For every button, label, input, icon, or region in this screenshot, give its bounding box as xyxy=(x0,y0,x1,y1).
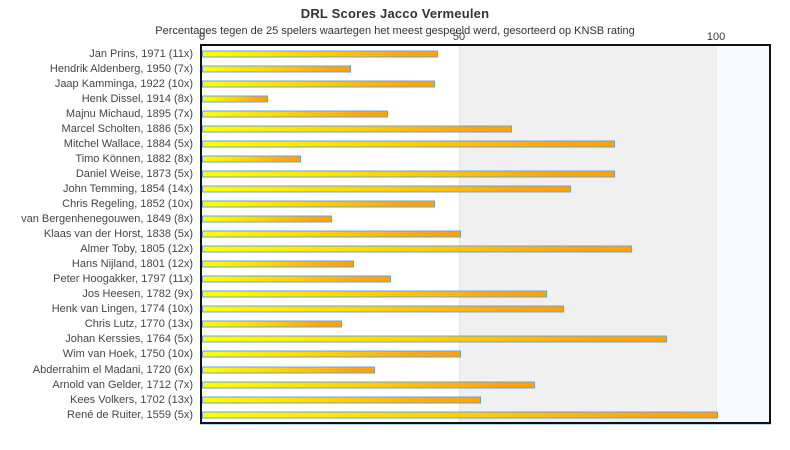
player-label: Majnu Michaud, 1895 (7x) xyxy=(65,107,193,120)
plot-area xyxy=(200,44,771,424)
score-bar xyxy=(202,335,667,343)
chart-row xyxy=(202,121,769,136)
player-label: Mitchel Wallace, 1884 (5x) xyxy=(63,137,193,150)
chart-row xyxy=(202,151,769,166)
chart-row xyxy=(202,106,769,121)
axis-tick-label: 0 xyxy=(198,31,206,43)
chart-subtitle: Percentages tegen de 25 spelers waartege… xyxy=(155,25,635,37)
player-label: Marcel Scholten, 1886 (5x) xyxy=(61,122,193,135)
score-bar xyxy=(202,245,633,253)
player-label: Wim van Hoek, 1750 (10x) xyxy=(62,348,193,361)
chart-row xyxy=(202,242,769,257)
chart-row xyxy=(202,181,769,196)
score-bar xyxy=(202,320,343,328)
score-bar xyxy=(202,170,616,178)
player-label: Henk van Lingen, 1774 (10x) xyxy=(51,303,193,316)
bar-rows xyxy=(202,46,769,422)
score-bar xyxy=(202,305,564,313)
x-axis: 0 50 100 xyxy=(198,31,769,44)
chart-row xyxy=(202,392,769,407)
player-label: Jos Heesen, 1782 (9x) xyxy=(82,288,193,301)
score-bar xyxy=(202,230,462,238)
player-label: Jaap Kamminga, 1922 (10x) xyxy=(54,77,193,90)
player-label: Abderrahim el Madani, 1720 (6x) xyxy=(32,363,193,376)
chart-row xyxy=(202,287,769,302)
score-bar xyxy=(202,290,547,298)
chart-row xyxy=(202,407,769,422)
player-label: Chris Lutz, 1770 (13x) xyxy=(84,318,193,331)
chart-title: DRL Scores Jacco Vermeulen xyxy=(300,6,490,21)
score-bar xyxy=(202,140,616,148)
score-bar xyxy=(202,95,269,103)
chart-row xyxy=(202,317,769,332)
chart-row xyxy=(202,362,769,377)
score-bar xyxy=(202,200,436,208)
score-bar xyxy=(202,155,301,163)
chart-row xyxy=(202,196,769,211)
chart-row xyxy=(202,212,769,227)
player-label: Klaas van der Horst, 1838 (5x) xyxy=(43,228,193,241)
chart-row xyxy=(202,332,769,347)
chart-row xyxy=(202,46,769,61)
chart-row xyxy=(202,302,769,317)
chart-row xyxy=(202,272,769,287)
score-bar xyxy=(202,396,481,404)
score-bar xyxy=(202,411,719,419)
player-label: Hans Nijland, 1801 (12x) xyxy=(71,258,193,271)
player-label: Kees Volkers, 1702 (13x) xyxy=(70,393,193,406)
axis-tick-label: 50 xyxy=(452,31,466,43)
score-bar xyxy=(202,185,572,193)
score-bar xyxy=(202,125,513,133)
player-label: Hendrik Aldenberg, 1950 (7x) xyxy=(49,62,193,75)
chart-row xyxy=(202,227,769,242)
player-label: van Bergenhenegouwen, 1849 (8x) xyxy=(21,213,193,226)
player-label: René de Ruiter, 1559 (5x) xyxy=(67,408,193,421)
chart-row xyxy=(202,257,769,272)
chart-row xyxy=(202,166,769,181)
player-label: Arnold van Gelder, 1712 (7x) xyxy=(52,378,193,391)
chart-row xyxy=(202,347,769,362)
player-label: John Temming, 1854 (14x) xyxy=(62,182,193,195)
player-label: Almer Toby, 1805 (12x) xyxy=(80,243,193,256)
chart-row xyxy=(202,76,769,91)
zone-50-100 xyxy=(459,46,718,422)
player-label: Johan Kerssies, 1764 (5x) xyxy=(65,333,193,346)
score-bar xyxy=(202,215,333,223)
player-label: Chris Regeling, 1852 (10x) xyxy=(62,197,193,210)
zone-over-100 xyxy=(716,46,769,422)
score-bar xyxy=(202,275,392,283)
score-bar xyxy=(202,350,462,358)
score-bar xyxy=(202,65,352,73)
chart-row xyxy=(202,61,769,76)
player-label: Daniel Weise, 1873 (5x) xyxy=(75,167,193,180)
score-bar xyxy=(202,381,535,389)
score-bar xyxy=(202,80,436,88)
player-label: Timo Können, 1882 (8x) xyxy=(75,152,193,165)
y-axis-labels: Jan Prins, 1971 (11x) Hendrik Aldenberg, … xyxy=(0,46,196,422)
player-label: Peter Hoogakker, 1797 (11x) xyxy=(53,273,193,286)
chart-row xyxy=(202,136,769,151)
chart-row xyxy=(202,91,769,106)
score-bar xyxy=(202,260,355,268)
axis-tick-label: 100 xyxy=(706,31,726,43)
score-bar xyxy=(202,110,388,118)
score-bar xyxy=(202,50,438,58)
score-bar xyxy=(202,366,376,373)
player-label: Henk Dissel, 1914 (8x) xyxy=(81,92,193,105)
player-label: Jan Prins, 1971 (11x) xyxy=(89,47,193,60)
chart-row xyxy=(202,377,769,392)
